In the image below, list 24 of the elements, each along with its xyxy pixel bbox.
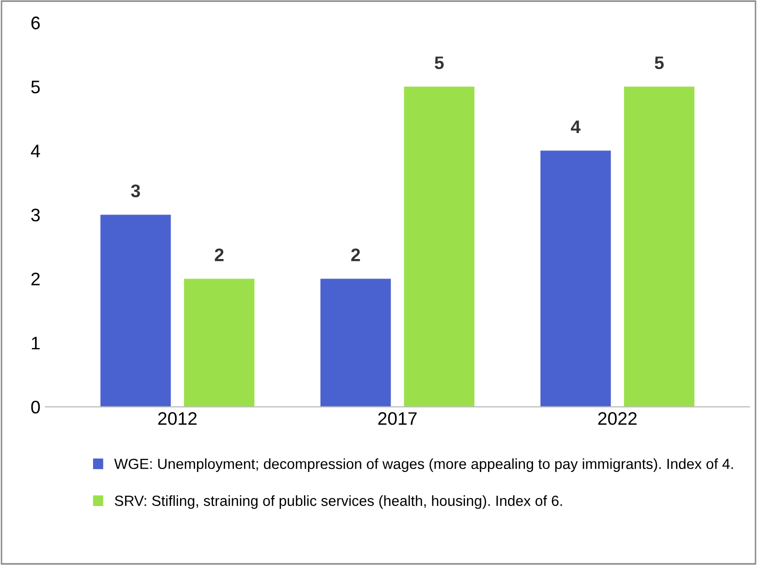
data-label: 2 [351, 248, 360, 262]
x-tick-label: 2012 [158, 412, 197, 425]
data-label: 4 [570, 120, 581, 134]
legend-label: WGE: Unemployment; decompression of wages (more appealing to pay immigrants). Index of 4. [114, 458, 733, 472]
y-tick-label: 4 [30, 144, 40, 158]
bar [184, 278, 254, 407]
bar [624, 86, 694, 407]
bar [404, 86, 474, 407]
y-tick-label: 3 [31, 208, 40, 222]
bar [100, 214, 171, 407]
legend-label: SRV: Stifling, straining of public services (health, housing). Index of 6. [114, 495, 562, 509]
y-tick-label: 0 [31, 400, 40, 414]
y-tick-label: 5 [31, 80, 40, 94]
x-tick-label: 2022 [598, 412, 637, 425]
bar [320, 278, 391, 407]
bar [540, 150, 611, 407]
data-label: 5 [434, 56, 444, 70]
y-tick-label: 1 [32, 336, 40, 350]
data-label: 2 [214, 248, 224, 262]
data-label: 5 [654, 56, 664, 70]
y-tick-label: 2 [31, 272, 40, 286]
data-label: 3 [131, 184, 140, 198]
y-tick-label: 6 [31, 16, 40, 30]
x-tick-label: 2017 [378, 412, 417, 425]
